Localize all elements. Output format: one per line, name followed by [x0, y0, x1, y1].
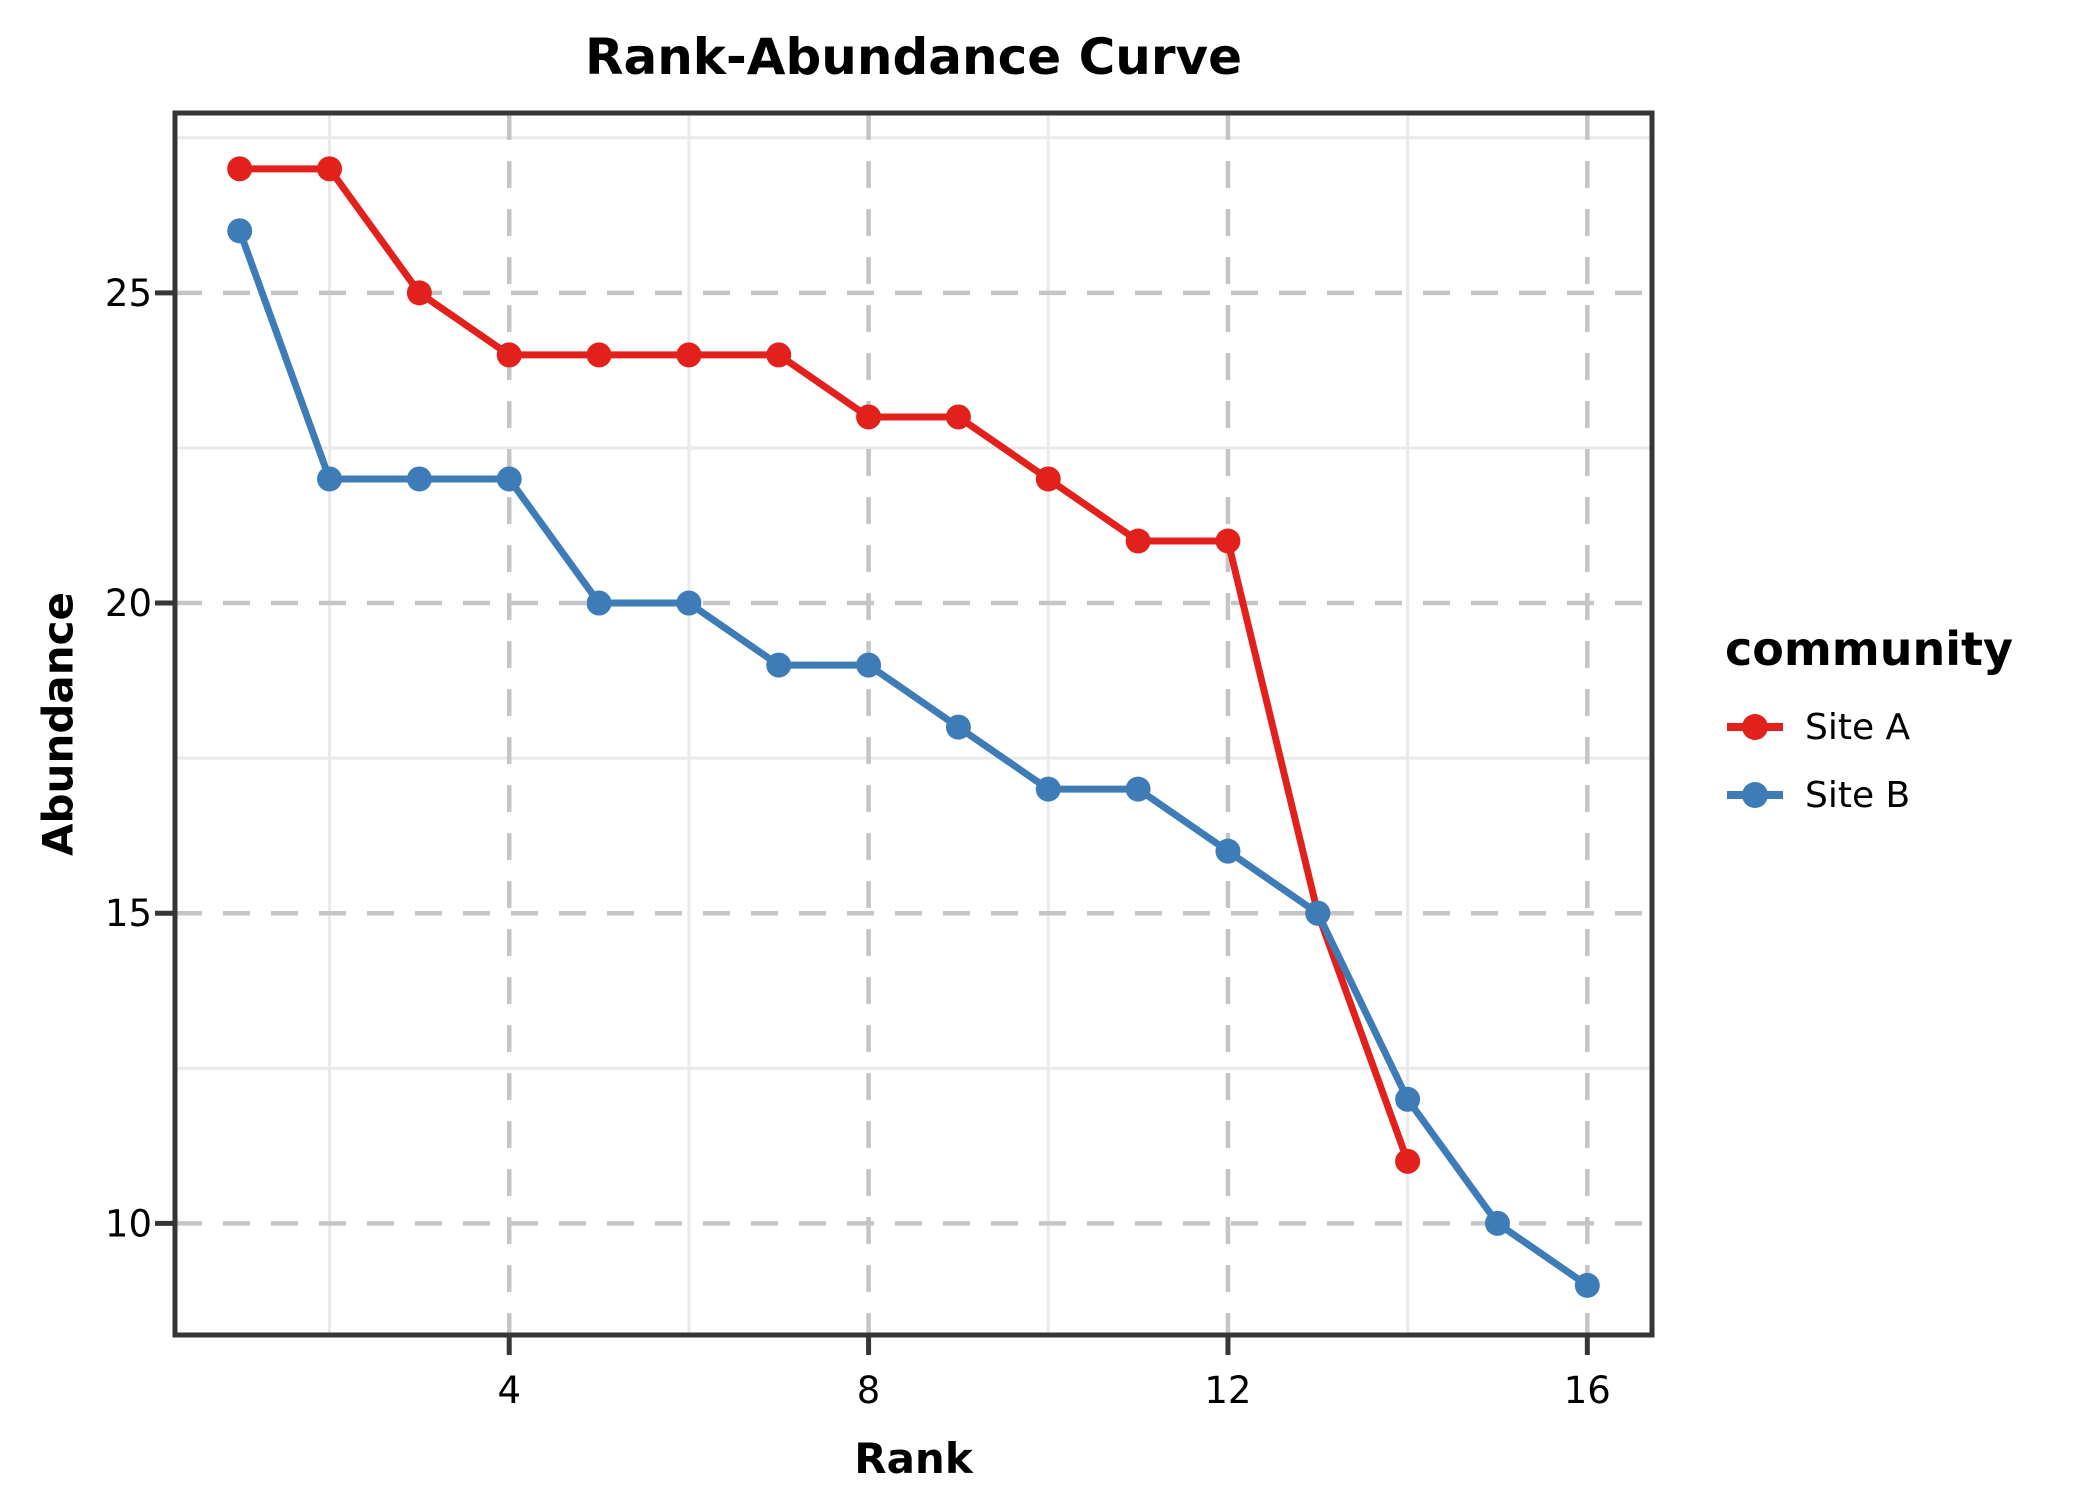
legend: community Site A Site B	[1700, 622, 2090, 829]
data-point-site-a	[856, 404, 882, 430]
data-point-site-a	[1125, 528, 1151, 554]
data-point-site-b	[1215, 838, 1241, 864]
data-point-site-a	[945, 404, 971, 430]
data-point-site-a	[1395, 1148, 1421, 1174]
x-tick-label: 4	[497, 1369, 521, 1412]
series-line-site-b	[236, 227, 1591, 1289]
legend-item-site-b: Site B	[1725, 761, 2090, 829]
data-point-site-b	[945, 714, 971, 740]
data-point-site-a	[586, 342, 612, 368]
data-point-site-b	[227, 218, 253, 244]
x-tick-label: 8	[857, 1369, 881, 1412]
data-point-site-a	[496, 342, 522, 368]
series-line-site-a	[236, 165, 1412, 1165]
legend-label-site-a: Site A	[1805, 706, 1911, 748]
y-tick-label: 15	[105, 892, 152, 935]
x-tick-label: 12	[1204, 1369, 1251, 1412]
data-point-site-b	[586, 590, 612, 616]
data-point-site-b	[1305, 900, 1331, 926]
data-point-site-b	[676, 590, 702, 616]
x-axis-title: Rank	[854, 1434, 973, 1483]
legend-title: community	[1725, 622, 2013, 676]
data-point-site-a	[766, 342, 792, 368]
data-point-site-a	[317, 156, 343, 182]
y-tick-label: 20	[105, 582, 152, 625]
data-point-site-b	[317, 466, 343, 492]
legend-marker-glyph	[1727, 782, 1783, 809]
data-point-site-b	[766, 652, 792, 678]
y-tick-label: 25	[105, 272, 152, 315]
data-point-site-b	[1035, 776, 1061, 802]
data-point-site-a	[676, 342, 702, 368]
legend-item-site-a: Site A	[1725, 693, 2090, 761]
data-point-site-a	[227, 156, 253, 182]
y-axis-title: Abundance	[33, 591, 83, 857]
data-point-site-a	[1215, 528, 1241, 554]
data-point-site-b	[1574, 1272, 1600, 1298]
legend-label-site-b: Site B	[1805, 774, 1911, 816]
panel-border	[172, 110, 1655, 1338]
x-tick-label: 16	[1564, 1369, 1611, 1412]
legend-marker-site-b	[1725, 777, 1785, 813]
data-point-site-b	[856, 652, 882, 678]
chart-title: Rank-Abundance Curve	[584, 28, 1243, 86]
data-point-site-a	[406, 280, 432, 306]
panel-background	[175, 113, 1652, 1335]
legend-marker-glyph	[1727, 714, 1783, 741]
data-point-site-b	[1125, 776, 1151, 802]
data-point-site-a	[1035, 466, 1061, 492]
data-point-site-b	[496, 466, 522, 492]
legend-marker-site-a	[1725, 709, 1785, 745]
data-point-site-b	[406, 466, 432, 492]
data-point-site-b	[1484, 1210, 1510, 1236]
data-point-site-b	[1395, 1086, 1421, 1112]
y-tick-label: 10	[105, 1202, 152, 1245]
